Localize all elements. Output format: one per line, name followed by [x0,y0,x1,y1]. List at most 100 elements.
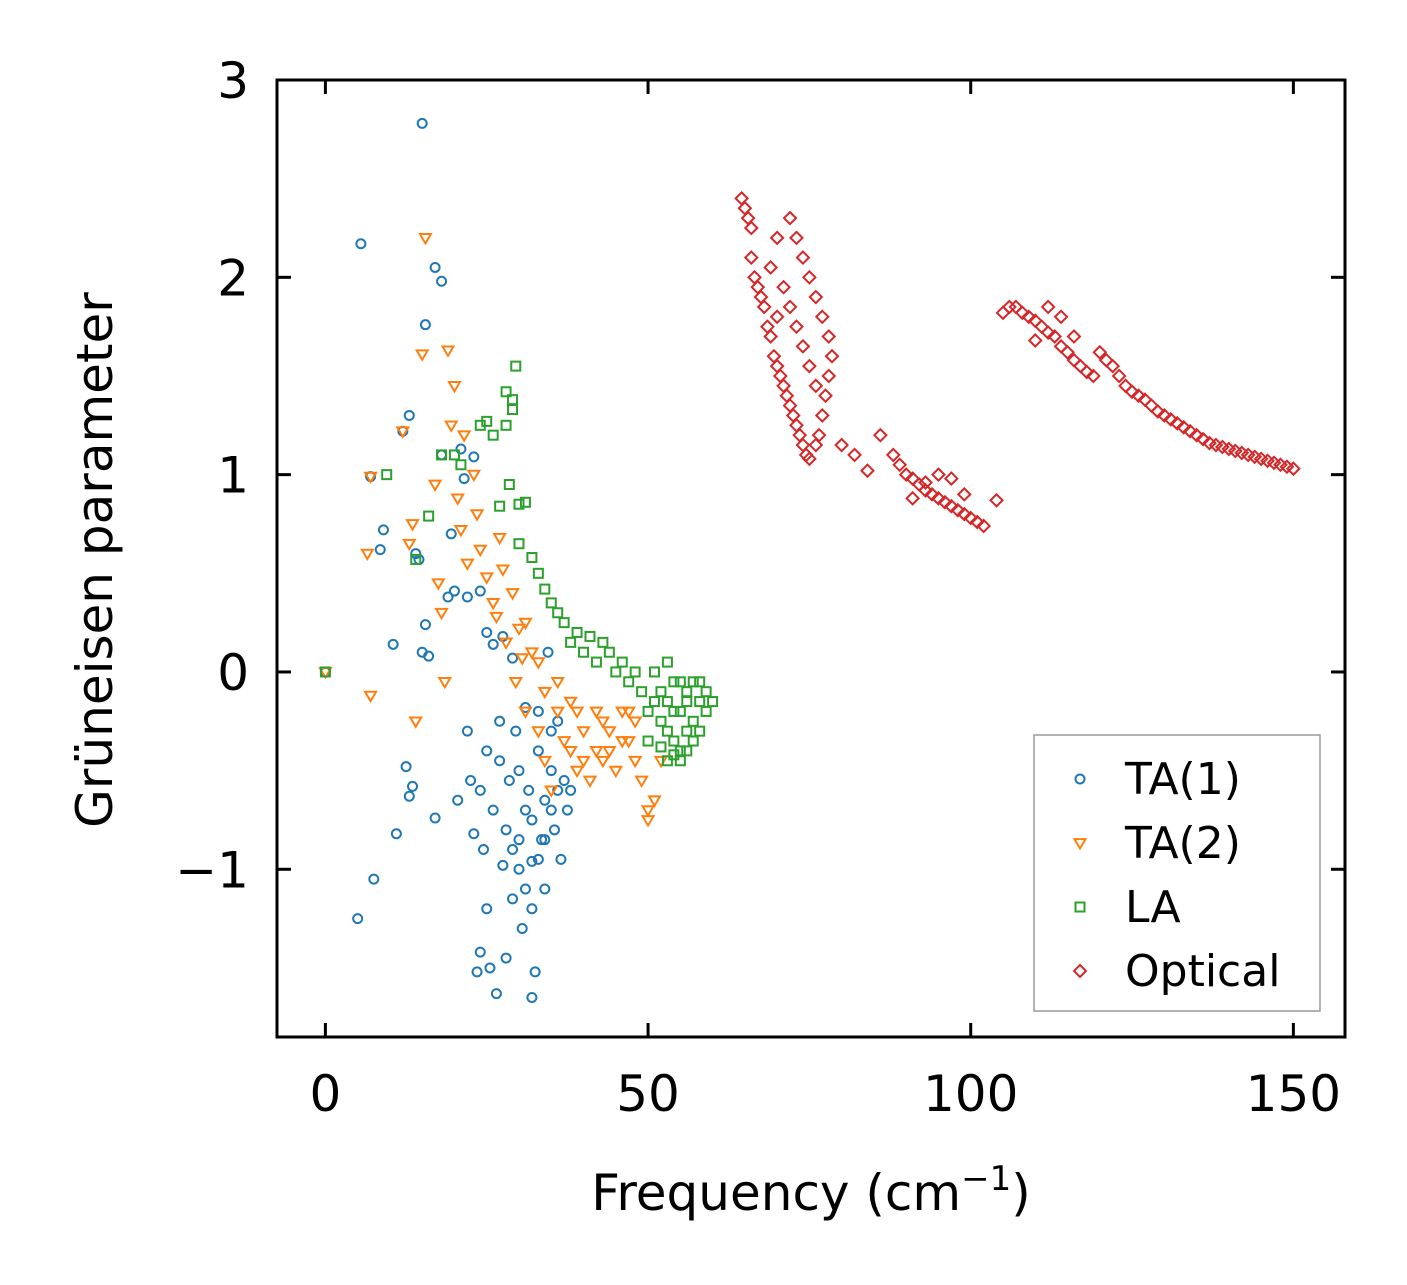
data-point [405,519,420,532]
data-point [550,676,565,690]
data-point [518,706,533,719]
legend-label: TA(1) [1124,754,1241,805]
data-point [989,492,1004,508]
data-point [565,784,577,796]
data-point [918,475,933,490]
data-point [776,279,791,295]
data-point [1111,368,1127,384]
data-point [756,299,772,315]
data-point [355,238,367,250]
data-point [377,524,389,536]
data-point [431,578,446,591]
data-point [455,459,467,471]
data-point [555,853,567,865]
data-point [571,626,583,638]
data-point [461,591,473,603]
data-point [507,404,519,416]
data-point [707,696,719,708]
x-axis-label-end: ) [1011,1164,1031,1222]
data-point [558,617,570,629]
data-point [661,725,673,737]
data-point [510,360,522,372]
data-point [352,913,364,925]
data-point [511,623,527,637]
data-point [763,260,779,275]
data-point [443,420,459,433]
data-point [898,467,914,483]
data-point [545,597,557,609]
y-tick-label: −1 [175,841,249,899]
legend-item: TA(1) [1074,754,1241,805]
data-point [627,716,643,729]
data-point [629,666,641,678]
x-axis-label: Frequency (cm−1) [591,1159,1031,1222]
data-point [466,469,482,483]
x-axis-label-main: Frequency (cm [591,1164,961,1222]
data-point [539,583,551,595]
data-point [455,443,467,455]
data-point [507,893,519,905]
plot-area [275,78,1347,1039]
data-point [661,755,673,767]
y-axis-label: Grüneisen parameter [66,292,124,828]
data-point [931,467,946,483]
data-point [468,828,480,840]
data-point [1014,305,1030,321]
data-point [381,469,393,481]
data-point [526,903,538,915]
data-point [700,705,712,717]
data-point [524,647,540,660]
data-point [436,449,448,461]
data-point [461,725,473,737]
data-point [319,666,331,678]
data-point [414,349,430,362]
data-point [1124,384,1140,400]
data-point [468,451,480,463]
data-point [558,774,570,786]
series-ta-1 [319,117,577,1004]
data-point [956,486,972,502]
data-point [563,696,578,710]
data-point [956,506,972,522]
data-point [1066,329,1082,344]
legend-label: TA(2) [1124,818,1241,869]
data-point [514,653,530,666]
data-point [1189,427,1204,443]
data-point [614,736,630,749]
data-point [407,780,419,792]
data-point [694,676,706,688]
data-point [494,715,506,727]
data-point [769,309,785,325]
data-point [545,765,557,777]
data-point [808,289,824,305]
data-point [674,705,686,717]
x-tick-label: 50 [616,1065,680,1123]
data-point [814,408,830,423]
data-point [403,409,415,421]
data-point [519,804,531,816]
data-point [808,437,824,453]
data-point [526,552,538,564]
data-point [1079,364,1095,380]
data-point [943,498,959,514]
data-point [550,706,565,719]
data-point [743,220,759,236]
data-point [561,804,573,816]
data-point [440,345,456,358]
legend-item: Optical [1072,946,1280,997]
x-tick-label: 150 [1246,1065,1341,1123]
data-point [655,686,667,698]
data-point [403,790,415,802]
data-point [782,299,798,315]
data-point [513,765,525,777]
data-point [569,765,585,779]
data-point [518,617,533,631]
legend-marker [1074,773,1086,785]
data-point [582,775,598,788]
data-point [576,726,591,739]
data-point [363,690,378,704]
data-point [471,966,483,978]
data-point [674,676,686,688]
data-point [789,319,804,335]
data-point [427,479,443,492]
